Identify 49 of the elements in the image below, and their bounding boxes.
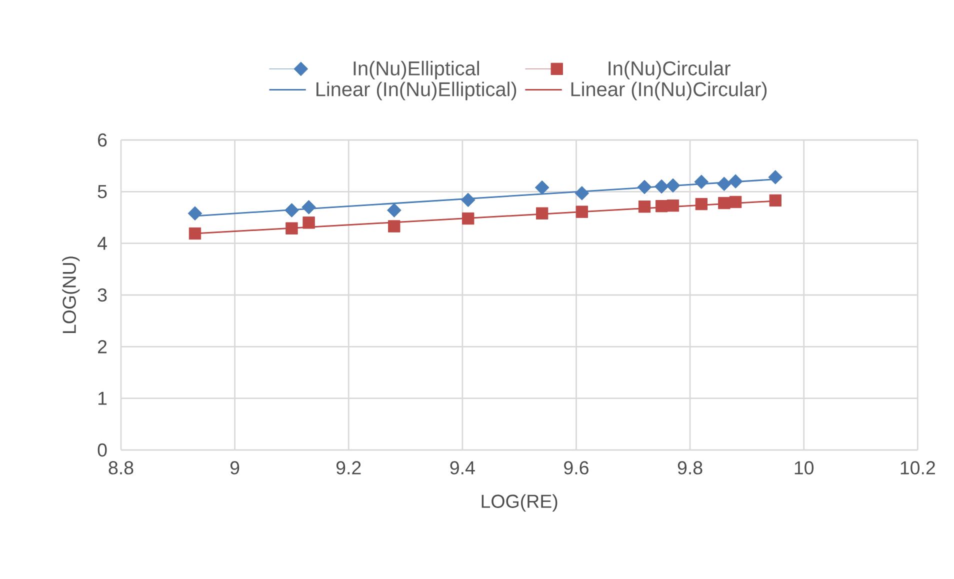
- x-tick-label: 9.8: [678, 461, 702, 474]
- point: [729, 196, 742, 208]
- legend-label: Linear (In(Nu)Elliptical): [316, 82, 516, 100]
- y-tick-label: 5: [98, 185, 107, 198]
- point: [694, 174, 709, 190]
- point: [637, 180, 652, 194]
- point: [460, 192, 476, 208]
- x-tick-label: 9.4: [450, 461, 475, 474]
- y-tick-label: 1: [98, 392, 107, 405]
- legend-label: In(Nu)Elliptical: [354, 60, 479, 80]
- x-tick-label: 9: [230, 461, 240, 474]
- y-tick-label: 0: [98, 443, 107, 457]
- point: [302, 200, 316, 214]
- x-tick-label: 9.2: [336, 461, 361, 474]
- y-tick-label: 2: [98, 340, 107, 354]
- y-tick-label: 3: [98, 288, 107, 302]
- point: [302, 216, 315, 229]
- point: [728, 174, 743, 189]
- point: [654, 179, 669, 194]
- point: [284, 203, 299, 218]
- x-axis-title: LOG(RE): [482, 494, 558, 512]
- y-tick-label: 4: [97, 236, 107, 250]
- point: [462, 212, 474, 225]
- x-tick-label: 9.6: [564, 461, 588, 474]
- point: [286, 222, 298, 234]
- y-tick-label: 6: [98, 133, 107, 147]
- legend-label: In(Nu)Circular: [608, 60, 730, 80]
- point: [188, 206, 202, 221]
- point: [638, 200, 651, 213]
- point: [574, 186, 590, 200]
- x-tick-label: 10.2: [900, 461, 935, 474]
- point: [188, 227, 202, 240]
- point: [576, 206, 588, 218]
- point: [666, 200, 680, 212]
- point: [666, 178, 680, 193]
- x-tick-label: 10: [794, 461, 814, 474]
- point: [718, 196, 730, 210]
- legend-label: Linear (In(Nu)Circular): [571, 82, 767, 100]
- point: [695, 198, 708, 210]
- point: [768, 170, 783, 184]
- point: [534, 180, 550, 195]
- point: [536, 207, 548, 220]
- x-tick-label: 8.8: [108, 461, 134, 474]
- point: [656, 200, 668, 212]
- y-axis-title: LOG(NU): [62, 256, 80, 334]
- point: [716, 176, 732, 192]
- point: [388, 220, 400, 232]
- point: [769, 194, 782, 207]
- point: [386, 203, 402, 218]
